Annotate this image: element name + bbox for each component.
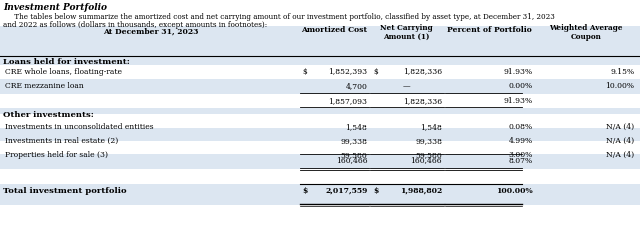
Text: N/A (4): N/A (4) [606,151,634,159]
Text: and 2022 as follows (dollars in thousands, except amounts in footnotes):: and 2022 as follows (dollars in thousand… [3,21,268,29]
Text: 59,580: 59,580 [415,151,442,159]
Text: Investments in unconsolidated entities: Investments in unconsolidated entities [5,123,154,131]
Text: 1,828,336: 1,828,336 [403,97,442,105]
Text: 1,548: 1,548 [346,123,367,131]
Bar [0,94,640,108]
Text: 91.93%: 91.93% [504,68,533,75]
Text: $: $ [303,187,308,195]
Bar [0,56,640,65]
Text: 8.07%: 8.07% [509,157,533,164]
Text: 99,338: 99,338 [340,137,367,145]
Text: $: $ [303,68,307,75]
Text: Amortized Cost: Amortized Cost [301,26,367,34]
Text: 1,988,802: 1,988,802 [400,187,442,195]
Text: The tables below summarize the amortized cost and net carrying amount of our inv: The tables below summarize the amortized… [3,13,555,21]
Text: 91.93%: 91.93% [504,97,533,105]
Bar [0,108,640,118]
Text: 0.00%: 0.00% [509,82,533,90]
Text: $: $ [373,68,378,75]
Text: N/A (4): N/A (4) [606,123,634,131]
Text: Percent of Portfolio: Percent of Portfolio [447,26,532,34]
Text: 160,466: 160,466 [336,157,367,164]
Text: 10.00%: 10.00% [605,82,634,90]
Text: Investment Portfolio: Investment Portfolio [3,3,108,13]
Text: 59,580: 59,580 [340,151,367,159]
Text: 0.08%: 0.08% [509,123,533,131]
Text: 160,466: 160,466 [411,157,442,164]
Text: 1,548: 1,548 [420,123,442,131]
Text: 4,700: 4,700 [346,82,367,90]
Bar [0,142,640,155]
Text: 3.00%: 3.00% [509,151,533,159]
Text: Coupon: Coupon [570,33,602,41]
Text: Properties held for sale (3): Properties held for sale (3) [5,151,108,159]
Text: 4.99%: 4.99% [509,137,533,145]
Text: Weighted Average: Weighted Average [549,24,623,32]
Text: At December 31, 2023: At December 31, 2023 [102,28,198,36]
Text: 1,852,393: 1,852,393 [328,68,367,75]
Text: 9.15%: 9.15% [610,68,634,75]
Bar [0,79,640,94]
Text: 1,828,336: 1,828,336 [403,68,442,75]
Text: N/A (4): N/A (4) [606,137,634,145]
Text: 99,338: 99,338 [415,137,442,145]
Text: Other investments:: Other investments: [3,111,94,119]
Bar [0,128,640,141]
Text: 100.00%: 100.00% [497,187,533,195]
Bar [0,114,640,127]
Text: CRE whole loans, floating-rate: CRE whole loans, floating-rate [5,68,122,75]
Text: 1,857,093: 1,857,093 [328,97,367,105]
Text: 2,017,559: 2,017,559 [325,187,367,195]
Bar [0,184,640,205]
Text: CRE mezzanine loan: CRE mezzanine loan [5,82,84,90]
Text: $: $ [373,187,378,195]
Text: Amount (1): Amount (1) [383,33,430,41]
Text: Total investment portfolio: Total investment portfolio [3,187,127,195]
Bar [0,26,640,56]
Text: —: — [403,82,410,90]
Text: Net Carrying: Net Carrying [380,24,433,32]
Text: Loans held for investment:: Loans held for investment: [3,58,130,66]
Text: Investments in real estate (2): Investments in real estate (2) [5,137,118,145]
Bar [0,65,640,79]
Bar [0,154,640,169]
